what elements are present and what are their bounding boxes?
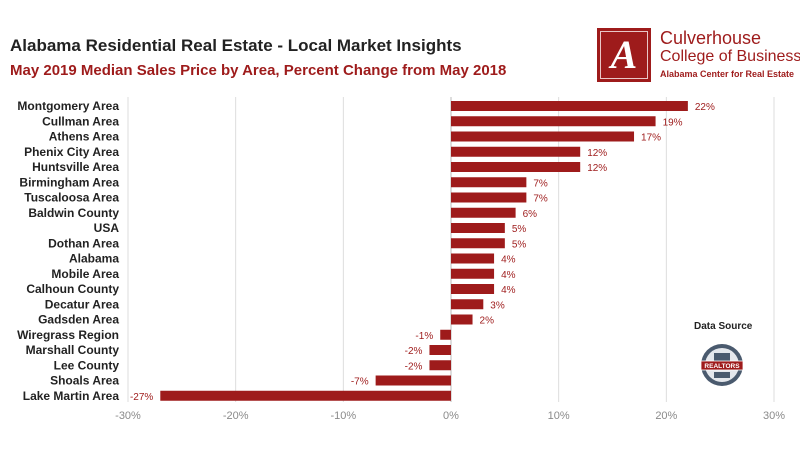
data-label: 22% xyxy=(695,102,715,113)
category-label: Huntsville Area xyxy=(32,160,119,174)
realtors-badge-text: REALTORS xyxy=(704,363,740,370)
data-label: 6% xyxy=(523,209,538,220)
data-label: -27% xyxy=(130,392,153,403)
bar xyxy=(451,299,484,310)
bar xyxy=(451,192,527,203)
category-label: Athens Area xyxy=(49,130,120,144)
data-label: 12% xyxy=(587,163,607,174)
category-label: Tuscaloosa Area xyxy=(24,191,119,205)
data-label: 19% xyxy=(663,117,683,128)
data-label: 4% xyxy=(501,285,516,296)
bar xyxy=(429,345,451,355)
bar xyxy=(451,131,635,142)
grid-lines xyxy=(127,97,775,402)
x-tick-label: -30% xyxy=(115,410,141,422)
bar xyxy=(375,375,451,386)
data-label: 4% xyxy=(501,255,516,266)
bar xyxy=(160,390,452,401)
data-source-label: Data Source xyxy=(694,321,753,332)
category-label: Cullman Area xyxy=(42,114,119,128)
bar xyxy=(429,360,451,371)
x-tick-label: -10% xyxy=(330,410,356,422)
data-label: 5% xyxy=(512,239,527,250)
x-tick-label: -20% xyxy=(223,410,249,422)
category-label: Decatur Area xyxy=(45,297,120,311)
data-label: 7% xyxy=(533,178,548,189)
category-label: Phenix City Area xyxy=(24,145,119,159)
bar xyxy=(451,162,581,172)
data-label: -2% xyxy=(405,361,423,372)
data-label: -1% xyxy=(415,331,433,342)
data-label: 5% xyxy=(512,224,527,235)
bar xyxy=(451,284,495,294)
bar xyxy=(451,177,527,188)
category-label: Birmingham Area xyxy=(19,175,119,189)
bar xyxy=(451,268,495,279)
x-tick-label: 10% xyxy=(548,410,570,422)
category-label: Baldwin County xyxy=(28,206,119,220)
data-labels: 22% 19%17% 12% 12% 7% 7% 6% 5% 5% 4% 4% 4% 3% 2% -1% -2… xyxy=(130,102,715,403)
script-a-logo-icon: A xyxy=(597,28,651,82)
category-label: Shoals Area xyxy=(50,374,119,388)
bar xyxy=(440,329,451,340)
category-label: Mobile Area xyxy=(51,267,119,281)
logo-monogram: A xyxy=(600,31,648,79)
logo-center-name: Alabama Center for Real Estate xyxy=(660,69,795,79)
chart-subtitle: May 2019 Median Sales Price by Area, Per… xyxy=(10,62,507,79)
category-label: Marshall County xyxy=(26,343,120,357)
bar xyxy=(451,238,505,249)
data-label: -2% xyxy=(405,346,423,357)
bar xyxy=(451,101,688,111)
category-label: Lee County xyxy=(54,358,120,372)
data-label: 3% xyxy=(490,300,505,311)
category-label: Dothan Area xyxy=(48,236,119,250)
data-label: 12% xyxy=(587,148,607,159)
data-label: 2% xyxy=(480,316,495,327)
chart-title: Alabama Residential Real Estate - Local … xyxy=(10,36,462,55)
data-label: 17% xyxy=(641,133,661,144)
category-label: Calhoun County xyxy=(26,282,119,296)
bar xyxy=(451,116,656,127)
data-label: 7% xyxy=(533,194,548,205)
logo-name-line1: Culverhouse xyxy=(660,28,762,48)
bar xyxy=(451,314,473,325)
bar xyxy=(451,146,581,157)
bars xyxy=(160,101,688,401)
x-tick-label: 20% xyxy=(655,410,677,422)
bar xyxy=(451,207,516,218)
logo-name-line2: College of Business xyxy=(660,48,800,65)
category-label: Alabama xyxy=(69,252,119,266)
category-label: Lake Martin Area xyxy=(23,389,120,403)
data-label: -7% xyxy=(351,377,369,388)
category-label: USA xyxy=(94,221,120,235)
bar xyxy=(451,253,495,264)
bar xyxy=(451,223,505,233)
x-tick-label: 0% xyxy=(443,410,459,422)
culverhouse-logo: A Culverhouse College of Business Alabam… xyxy=(597,28,800,90)
data-label: 4% xyxy=(501,270,516,281)
realtors-seal-icon: REALTORS xyxy=(700,344,744,386)
x-tick-label: 30% xyxy=(763,410,785,422)
category-label: Wiregrass Region xyxy=(17,328,119,342)
category-label: Montgomery Area xyxy=(17,99,119,113)
x-axis-ticks: -30% -20% -10% 0% 10% 20% 30% xyxy=(115,410,785,422)
category-label: Gadsden Area xyxy=(38,313,119,327)
